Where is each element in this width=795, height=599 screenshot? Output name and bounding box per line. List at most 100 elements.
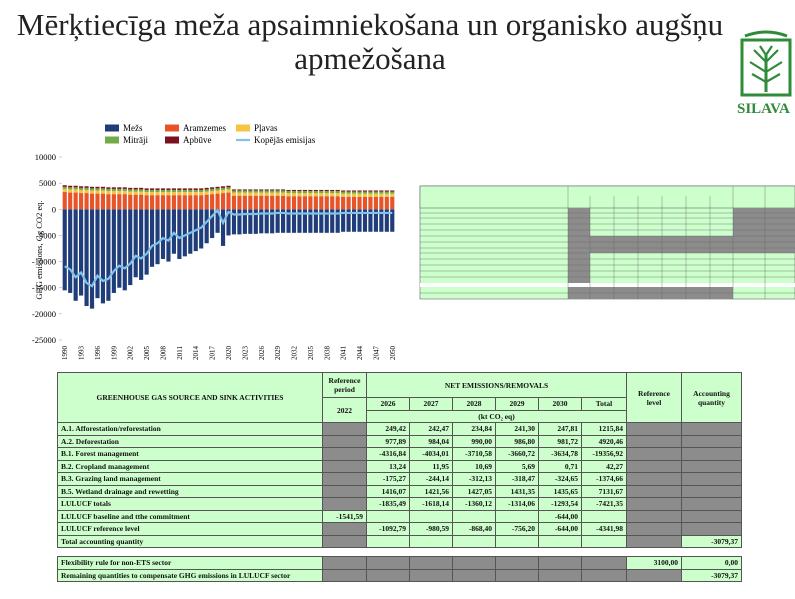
bar-segment [182, 195, 187, 210]
bar-segment [166, 209, 171, 262]
bar-segment [220, 209, 226, 246]
bar-segment [79, 193, 84, 210]
bar-segment [204, 194, 209, 210]
x-tick-label: 2041 [340, 346, 348, 361]
bar-segment [390, 193, 395, 197]
value-cell: 0,71 [538, 459, 582, 473]
bar-segment [220, 193, 226, 210]
bar-segment [346, 209, 351, 232]
bar-segment [286, 190, 291, 194]
bar-segment [95, 188, 100, 191]
bar-segment [220, 186, 226, 188]
value-cell: 3100,00 [626, 556, 682, 570]
x-tick-label: 2008 [159, 346, 167, 361]
bar-segment [264, 192, 269, 196]
bar-segment [149, 192, 155, 196]
bar-segment [297, 209, 302, 233]
bar-segment [275, 190, 280, 193]
bar-segment [144, 209, 149, 275]
value-cell [366, 534, 410, 548]
bar-segment [139, 187, 144, 190]
y-tick-label: -15000 [32, 283, 56, 293]
value-cell: -3079,37 [681, 568, 742, 582]
x-tick-label: 2050 [389, 346, 397, 361]
value-cell [681, 497, 742, 511]
bar-segment [281, 195, 286, 210]
bar-segment [373, 190, 378, 192]
value-cell: -1541,59 [322, 509, 367, 523]
bar-segment [357, 209, 362, 232]
year-cell: 2029 [495, 397, 539, 411]
bar-segment [237, 209, 242, 235]
row-label: Total accounting quantity [57, 534, 323, 548]
bar-segment [182, 188, 187, 190]
x-tick-label: 2026 [258, 346, 266, 361]
bar-segment [330, 196, 335, 210]
value-cell [681, 472, 742, 486]
bar-segment [281, 190, 286, 193]
value-cell [681, 459, 742, 473]
bar-segment [286, 209, 291, 233]
value-cell: 1215,84 [581, 422, 627, 436]
value-cell [322, 522, 367, 536]
value-cell [495, 556, 539, 570]
value-cell [626, 422, 682, 436]
bar-segment [248, 190, 253, 193]
bar-segment [177, 209, 182, 259]
bar-segment [297, 189, 302, 191]
bar-segment [308, 209, 313, 233]
bar-segment [188, 209, 193, 254]
bar-segment [155, 189, 160, 193]
x-tick-label: 2047 [372, 346, 380, 361]
table-row: B.5. Wetland drainage and rewetting 1416,… [57, 484, 742, 498]
bar-segment [193, 192, 198, 196]
value-cell: 11,95 [409, 459, 453, 473]
bar-segment [188, 189, 193, 193]
bar-segment [379, 193, 384, 197]
value-cell: -1835,49 [366, 497, 410, 511]
bar-segment [291, 193, 297, 197]
value-cell: -1360,12 [452, 497, 496, 511]
bar-segment [166, 188, 171, 190]
bar-segment [270, 195, 275, 210]
year-cell: 2026 [366, 397, 410, 411]
x-tick-label: 2035 [307, 346, 315, 361]
bar-segment [302, 196, 308, 210]
bar-segment [291, 190, 297, 194]
year-cell: 2028 [452, 397, 496, 411]
bar-segment [122, 188, 127, 191]
value-cell [495, 568, 539, 582]
value-cell: 13,24 [366, 459, 410, 473]
bar-segment [210, 194, 215, 210]
bar-segment [319, 189, 324, 191]
value-cell [322, 422, 367, 436]
header-row: (kt CO₂ eq) [58, 409, 742, 423]
value-cell: -318,47 [495, 472, 539, 486]
bar-segment [259, 190, 264, 193]
bar-segment [171, 192, 176, 196]
bar-segment [160, 189, 166, 193]
row-label: A.1. Afforestation/reforestation [57, 422, 323, 436]
bar-segment [139, 194, 144, 210]
x-tick-label: 1990 [61, 346, 69, 361]
bar-segment [253, 190, 258, 193]
bar-segment [73, 187, 78, 190]
bar-segment [73, 209, 78, 301]
value-cell: -244,14 [409, 472, 453, 486]
bar-segment [199, 189, 204, 193]
value-cell [322, 534, 367, 548]
x-tick-label: 2032 [291, 346, 299, 361]
bar-segment [171, 189, 176, 193]
bar-segment [384, 209, 389, 232]
bar-segment [368, 190, 373, 192]
value-cell: -644,00 [538, 522, 582, 536]
row-label: B.2. Cropland management [57, 459, 323, 473]
header-row: GREENHOUSE GAS SOURCE AND SINK ACTIVITIE… [57, 372, 742, 423]
bar-segment [160, 192, 166, 196]
value-cell: -7421,35 [581, 497, 627, 511]
bar-segment [248, 192, 253, 196]
value-cell [626, 497, 682, 511]
value-cell [409, 568, 453, 582]
bar-segment [111, 188, 116, 191]
value-cell: 981,72 [538, 434, 582, 448]
